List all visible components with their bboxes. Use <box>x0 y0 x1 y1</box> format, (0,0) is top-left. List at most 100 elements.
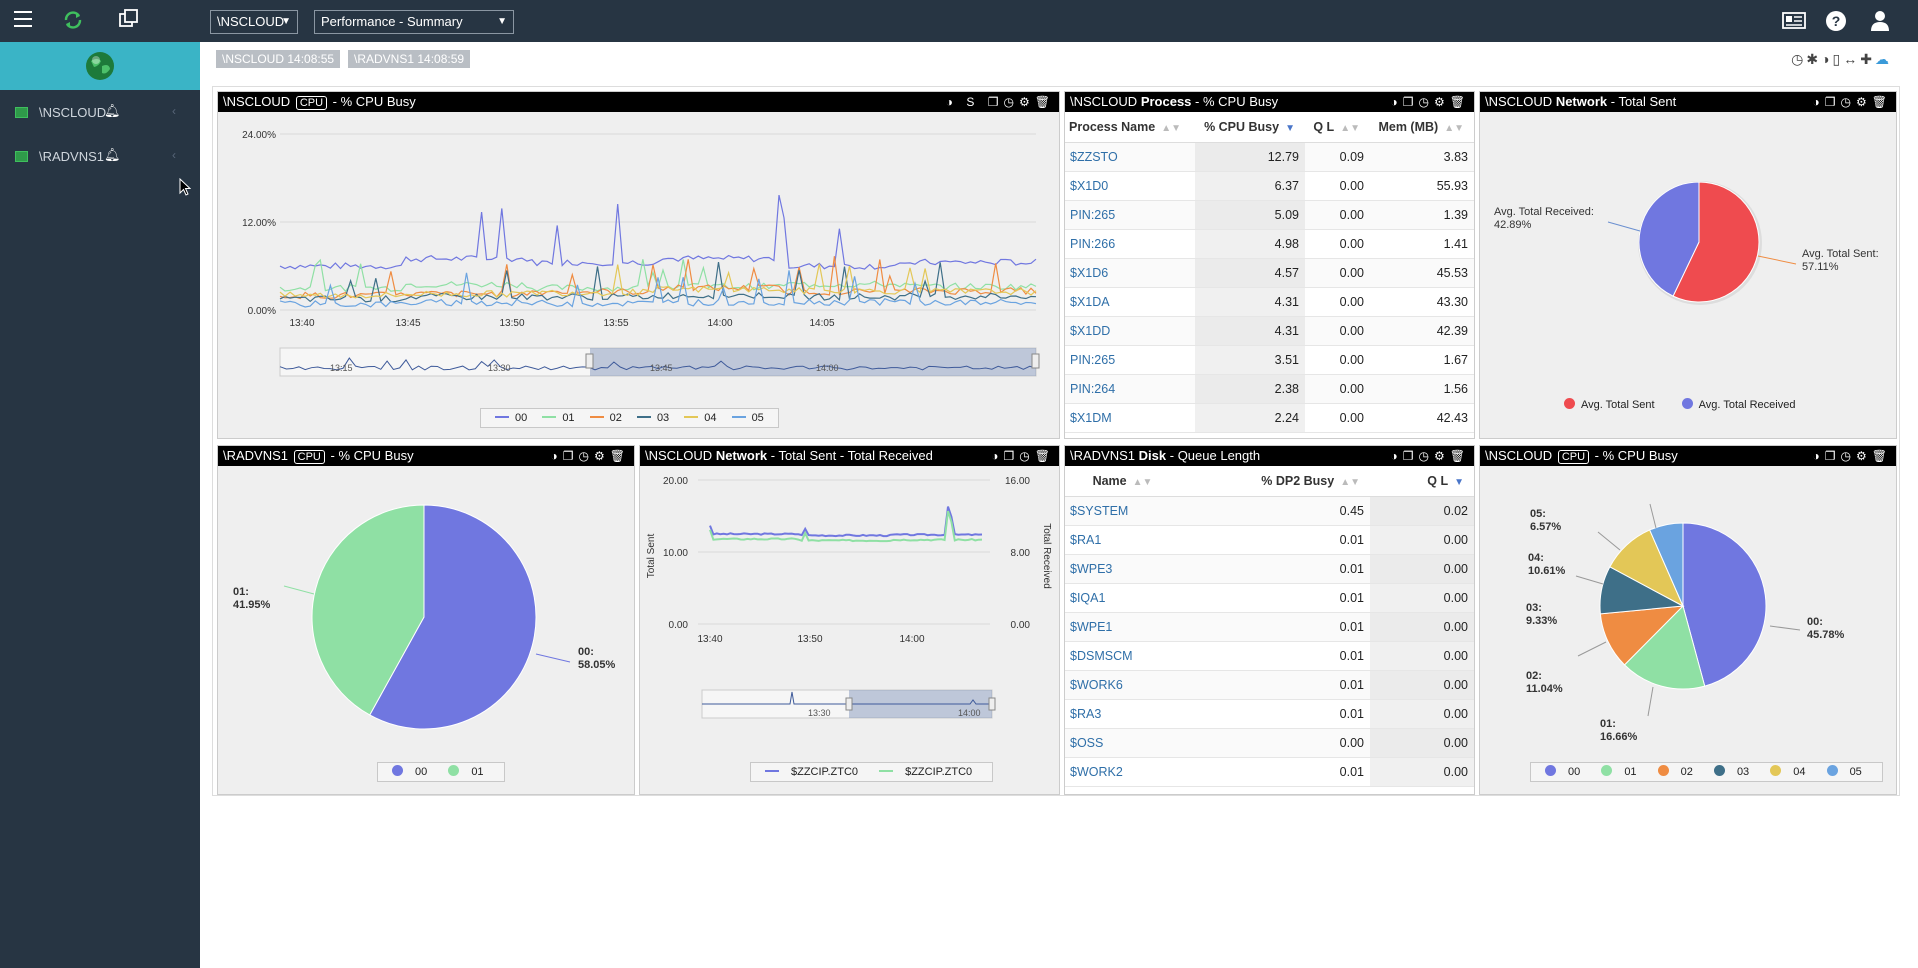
name-cell[interactable]: $X1DD <box>1065 316 1195 346</box>
contrast-icon[interactable]: ◑ <box>1812 449 1825 463</box>
name-cell[interactable]: $DSMSCM <box>1065 641 1190 671</box>
name-cell[interactable]: $IQA1 <box>1065 583 1190 613</box>
legend-item-03[interactable]: 03 <box>1713 765 1755 778</box>
legend-item-04[interactable]: 04 <box>1770 765 1811 778</box>
asterisk-icon[interactable]: ✱ <box>1806 51 1822 67</box>
contrast-icon[interactable]: ◑ <box>1390 95 1403 109</box>
gear-icon[interactable]: ⚙ <box>594 449 610 463</box>
legend-item-05[interactable]: 05 <box>1826 765 1868 778</box>
column-header-mem[interactable]: Mem (MB) ▲▼ <box>1370 112 1474 143</box>
table-row[interactable]: $WPE3 0.01 0.00 <box>1065 554 1474 584</box>
legend-item-sent[interactable]: Avg. Total Sent <box>1564 398 1655 411</box>
name-cell[interactable]: PIN:265 <box>1065 345 1195 375</box>
gear-icon[interactable]: ⚙ <box>1434 95 1450 109</box>
table-row[interactable]: $X1D6 4.57 0.00 45.53 <box>1065 258 1474 288</box>
table-row[interactable]: PIN:264 2.38 0.00 1.56 <box>1065 374 1474 404</box>
copy-icon[interactable]: ❐ <box>562 449 579 463</box>
copy-windows-icon[interactable] <box>118 8 140 30</box>
name-cell[interactable]: $X1D6 <box>1065 258 1195 288</box>
trash-icon[interactable]: 🗑︎ <box>1449 449 1470 463</box>
contrast-icon[interactable]: ◑ <box>1821 51 1833 67</box>
bell-icon[interactable]: 🔔︎ <box>104 103 121 118</box>
gear-icon[interactable]: ⚙ <box>1856 95 1872 109</box>
trash-icon[interactable]: 🗑︎ <box>1871 449 1892 463</box>
name-cell[interactable]: $WORK6 <box>1065 670 1190 700</box>
clock-icon[interactable]: ◷ <box>1418 95 1434 109</box>
add-icon[interactable]: ✚ <box>1860 51 1875 67</box>
gear-icon[interactable]: ⚙ <box>1856 449 1872 463</box>
clock-icon[interactable]: ◷ <box>1418 449 1434 463</box>
name-cell[interactable]: $WPE1 <box>1065 612 1190 642</box>
table-row[interactable]: $WPE1 0.01 0.00 <box>1065 612 1474 642</box>
name-cell[interactable]: $WPE3 <box>1065 554 1190 584</box>
table-row[interactable]: $IQA1 0.01 0.00 <box>1065 583 1474 613</box>
copy-icon[interactable]: ❐ <box>1402 449 1419 463</box>
view-select[interactable]: Performance - Summary ▼ <box>314 10 514 34</box>
table-row[interactable]: $RA1 0.01 0.00 <box>1065 525 1474 555</box>
name-cell[interactable]: $X1DA <box>1065 287 1195 317</box>
s-toggle[interactable]: S <box>966 95 980 109</box>
trash-icon[interactable]: 🗑︎ <box>1871 95 1892 109</box>
legend-item-02[interactable]: 02 <box>589 412 622 424</box>
copy-icon[interactable]: ❐ <box>1824 449 1841 463</box>
clock-icon[interactable]: ◷ <box>578 449 594 463</box>
legend-item-05[interactable]: 05 <box>731 412 764 424</box>
legend-item-sent[interactable]: $ZZCIP.ZTC0 <box>765 766 864 778</box>
copy-icon[interactable]: ❐ <box>1824 95 1841 109</box>
table-row[interactable]: $X1DA 4.31 0.00 43.30 <box>1065 287 1474 317</box>
table-row[interactable]: PIN:266 4.98 0.00 1.41 <box>1065 229 1474 259</box>
column-header-dp2-busy[interactable]: % DP2 Busy ▲▼ <box>1190 466 1370 497</box>
gear-icon[interactable]: ⚙ <box>1434 449 1450 463</box>
clock-icon[interactable]: ◷ <box>1840 95 1856 109</box>
name-cell[interactable]: $RA1 <box>1065 525 1190 555</box>
table-row[interactable]: PIN:265 5.09 0.00 1.39 <box>1065 200 1474 230</box>
table-row[interactable]: $WORK6 0.01 0.00 <box>1065 670 1474 700</box>
table-row[interactable]: $X1D0 6.37 0.00 55.93 <box>1065 171 1474 201</box>
name-cell[interactable]: $RA3 <box>1065 699 1190 729</box>
legend-item-received[interactable]: $ZZCIP.ZTC0 <box>879 766 978 778</box>
sidebar-item-radvns1[interactable]: \RADVNS1 🔔︎ ‹ <box>0 138 200 174</box>
legend-item-received[interactable]: Avg. Total Received <box>1681 398 1795 411</box>
copy-icon[interactable]: ❐ <box>987 95 1004 109</box>
trash-icon[interactable]: 🗑︎ <box>609 449 630 463</box>
column-header-cpu-busy[interactable]: % CPU Busy ▼ <box>1195 112 1305 143</box>
name-cell[interactable]: PIN:265 <box>1065 200 1195 230</box>
news-icon[interactable] <box>1782 11 1806 31</box>
contrast-icon[interactable]: ◑ <box>945 95 959 109</box>
table-row[interactable]: PIN:265 3.51 0.00 1.67 <box>1065 345 1474 375</box>
table-row[interactable]: $OSS 0.00 0.00 <box>1065 728 1474 758</box>
trash-icon[interactable]: 🗑︎ <box>1034 449 1055 463</box>
legend-item-04[interactable]: 04 <box>684 412 717 424</box>
clock-icon[interactable]: ◷ <box>1791 51 1807 67</box>
contrast-icon[interactable]: ◑ <box>1390 449 1403 463</box>
contrast-icon[interactable]: ◑ <box>1812 95 1825 109</box>
name-cell[interactable]: $SYSTEM <box>1065 496 1190 526</box>
name-cell[interactable]: $OSS <box>1065 728 1190 758</box>
legend-item-00[interactable]: 00 <box>1545 765 1586 778</box>
contrast-icon[interactable]: ◑ <box>991 449 1004 463</box>
legend-item-01[interactable]: 01 <box>542 412 575 424</box>
sidebar-item-nscloud[interactable]: \NSCLOUD 🔔︎ ‹ <box>0 94 200 130</box>
legend-item-03[interactable]: 03 <box>636 412 669 424</box>
gear-icon[interactable]: ⚙ <box>1019 95 1035 109</box>
copy-icon[interactable]: ❐ <box>1003 449 1020 463</box>
clock-icon[interactable]: ◷ <box>1019 449 1035 463</box>
legend-item-01[interactable]: 01 <box>448 765 489 778</box>
column-header-process-name[interactable]: Process Name ▲▼ <box>1065 112 1195 143</box>
contrast-icon[interactable]: ◑ <box>550 449 563 463</box>
clock-icon[interactable]: ◷ <box>1840 449 1856 463</box>
trash-icon[interactable]: 🗑︎ <box>1034 95 1055 109</box>
chevron-left-icon[interactable]: ‹ <box>172 148 176 162</box>
name-cell[interactable]: $ZZSTO <box>1065 142 1195 172</box>
table-row[interactable]: $X1DM 2.24 0.00 42.43 <box>1065 403 1474 433</box>
legend-item-01[interactable]: 01 <box>1601 765 1642 778</box>
column-header-name[interactable]: Name ▲▼ <box>1065 466 1190 497</box>
table-row[interactable]: $DSMSCM 0.01 0.00 <box>1065 641 1474 671</box>
system-select[interactable]: \NSCLOUD ▼ <box>210 10 298 34</box>
name-cell[interactable]: $X1D0 <box>1065 171 1195 201</box>
chevron-left-icon[interactable]: ‹ <box>172 104 176 118</box>
help-icon[interactable]: ? <box>1826 11 1846 31</box>
bell-icon[interactable]: 🔔︎ <box>104 147 121 162</box>
name-cell[interactable]: PIN:266 <box>1065 229 1195 259</box>
trash-icon[interactable]: 🗑︎ <box>1449 95 1470 109</box>
